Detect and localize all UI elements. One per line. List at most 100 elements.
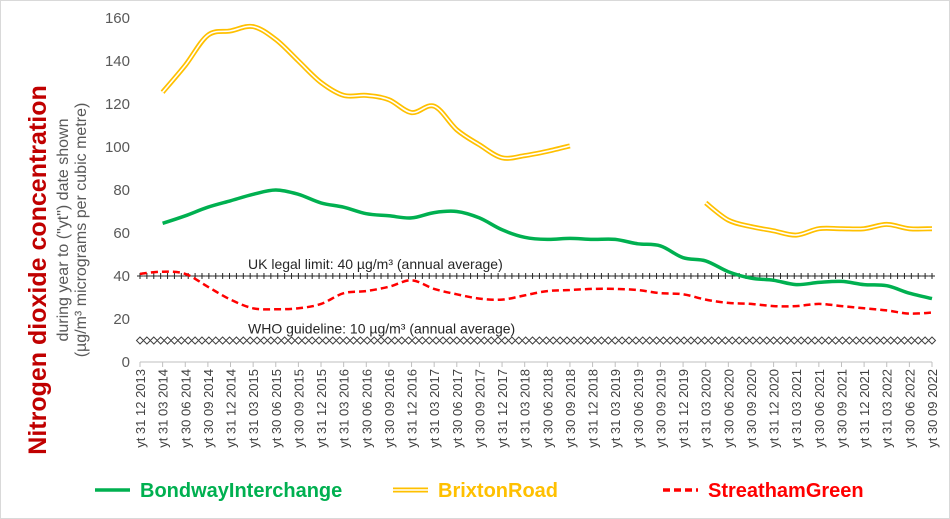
who-guideline-marker (831, 336, 840, 345)
uk-limit-marker (267, 273, 274, 279)
series-BondwayInterchange (162, 188, 933, 301)
uk-limit-marker (887, 273, 894, 279)
who-guideline-marker (184, 336, 193, 345)
y-tick-label: 120 (105, 96, 130, 113)
who-guideline-marker (528, 336, 537, 345)
uk-limit-marker (433, 273, 440, 279)
legend-label: BrixtonRoad (438, 480, 558, 502)
who-guideline-marker (583, 336, 592, 345)
uk-limit-marker (164, 273, 171, 279)
uk-limit-marker (529, 273, 536, 279)
uk-limit-marker (274, 273, 281, 279)
uk-limit-marker (922, 273, 929, 279)
uk-limit-marker (495, 273, 502, 279)
x-tick-label: yt 30 09 2020 (744, 369, 759, 448)
who-guideline-marker (363, 336, 372, 345)
who-guideline-marker (349, 336, 358, 345)
who-guideline-marker (225, 336, 234, 345)
who-guideline-marker (748, 336, 758, 345)
uk-limit-marker (137, 273, 143, 279)
x-tick-label: yt 31 03 2017 (427, 369, 442, 448)
uk-limit-marker (660, 273, 667, 279)
uk-limit-marker (681, 273, 688, 279)
who-guideline-label: WHO guideline: 10 µg/m³ (annual average) (248, 321, 515, 337)
x-tick-label: yt 31 03 2022 (880, 369, 895, 448)
x-tick-label: yt 30 09 2016 (382, 369, 397, 448)
who-guideline-marker (342, 336, 351, 345)
x-tick-label: yt 31 03 2018 (518, 369, 533, 448)
who-guideline-marker (404, 336, 413, 345)
who-guideline-marker (211, 336, 220, 345)
who-guideline-marker (149, 336, 158, 345)
uk-limit-marker (426, 273, 433, 279)
uk-limit-marker (446, 273, 453, 279)
uk-limit-marker (419, 273, 426, 279)
who-guideline-marker (307, 336, 317, 345)
who-guideline-marker (280, 336, 289, 345)
who-guideline-marker (666, 336, 675, 345)
legend-label: BondwayInterchange (140, 480, 342, 502)
who-guideline-marker (507, 336, 517, 345)
y-tick-label: 0 (122, 354, 130, 371)
who-guideline-marker (624, 336, 634, 345)
who-guideline-marker (459, 336, 468, 345)
who-guideline-marker (287, 336, 296, 345)
who-guideline-marker (845, 336, 854, 345)
who-guideline-marker (549, 336, 558, 345)
who-guideline-marker (569, 336, 579, 345)
who-guideline-marker (576, 336, 585, 345)
who-guideline-marker (555, 336, 565, 345)
series-lines (139, 23, 933, 315)
uk-limit-marker (791, 273, 798, 279)
x-tick-label: yt 31 03 2019 (608, 369, 623, 448)
who-guideline-marker (273, 336, 282, 345)
uk-limit-marker (584, 273, 591, 279)
who-guideline-marker (314, 336, 324, 345)
uk-limit-marker (329, 273, 336, 279)
uk-limit-marker (805, 273, 812, 279)
uk-limit-label: UK legal limit: 40 µg/m³ (annual average… (248, 256, 503, 272)
uk-limit-marker (674, 273, 681, 279)
uk-limit-marker (832, 273, 839, 279)
who-guideline-marker (562, 336, 572, 345)
who-guideline-marker (810, 336, 820, 345)
uk-limit-marker (570, 273, 577, 279)
legend: BondwayInterchange BrixtonRoad StreathamGr… (95, 480, 864, 502)
who-guideline-marker (335, 336, 344, 345)
who-guideline-marker (900, 336, 909, 345)
x-tick-label: yt 30 09 2014 (201, 369, 216, 448)
uk-limit-marker (226, 273, 233, 279)
uk-limit-marker (577, 273, 584, 279)
uk-limit-marker (536, 273, 543, 279)
who-guideline-marker (817, 336, 827, 345)
uk-limit-marker (412, 273, 419, 279)
uk-limit-marker (391, 273, 398, 279)
uk-limit-marker (384, 273, 391, 279)
uk-limit-marker (557, 273, 564, 279)
uk-limit-marker (316, 273, 323, 279)
uk-limit-marker (777, 273, 784, 279)
series-line-inner-BrixtonRoad (161, 25, 571, 160)
legend-label: StreathamGreen (708, 480, 864, 502)
x-tick-label: yt 30 09 2017 (472, 369, 487, 448)
who-guideline-marker (431, 336, 441, 345)
y-tick-label: 100 (105, 139, 130, 156)
uk-limit-marker (302, 273, 309, 279)
who-guideline-marker (803, 336, 813, 345)
who-guideline-marker (266, 336, 276, 345)
who-guideline-marker (893, 336, 902, 345)
uk-limit-marker (502, 273, 509, 279)
uk-limit-marker (440, 273, 447, 279)
uk-limit-marker (378, 273, 385, 279)
who-guideline-marker (783, 336, 792, 345)
uk-limit-marker (350, 273, 357, 279)
x-tick-label: yt 31 03 2016 (337, 369, 352, 448)
uk-limit-marker (853, 273, 860, 279)
who-guideline-marker (177, 336, 186, 345)
who-guideline-marker (301, 336, 310, 345)
who-guideline-marker (156, 336, 165, 345)
uk-limit-marker (929, 273, 935, 279)
uk-limit-marker (205, 273, 212, 279)
